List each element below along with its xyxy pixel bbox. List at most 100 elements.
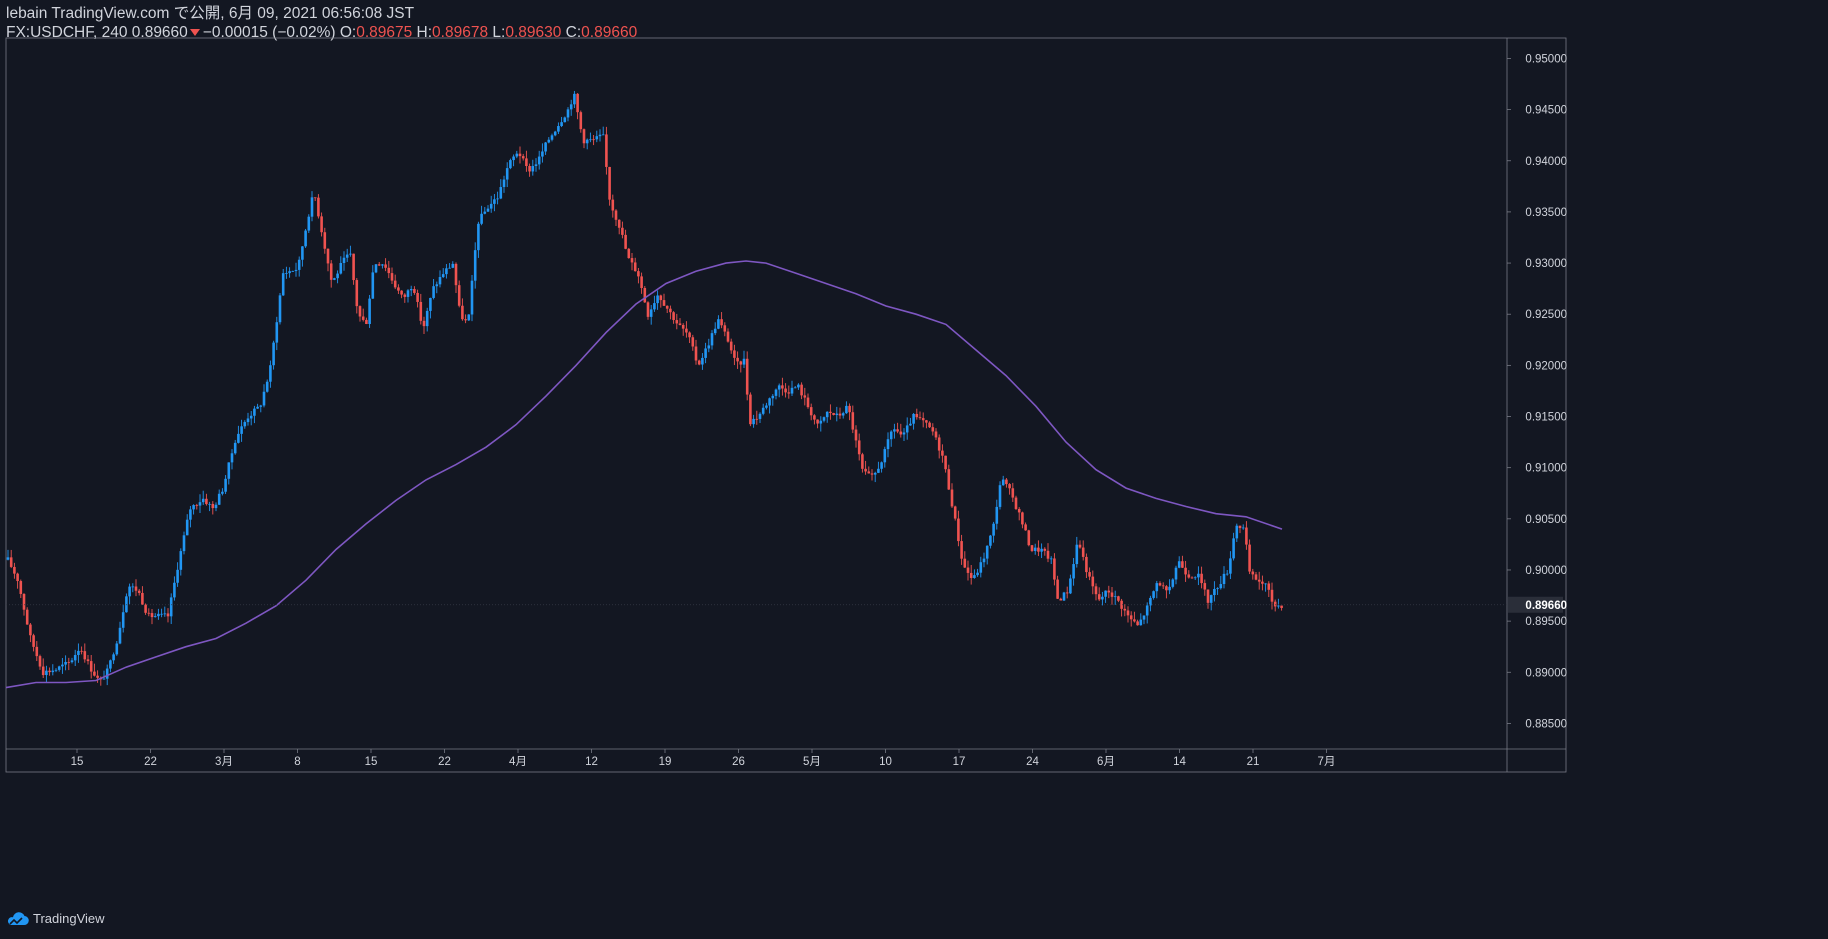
candle-body (1213, 588, 1216, 596)
candle-body (41, 666, 45, 676)
candle-body (147, 612, 151, 614)
candle-body (464, 319, 467, 321)
candle-body (781, 385, 784, 389)
x-tick-label: 15 (365, 756, 378, 768)
candle-body (297, 259, 301, 270)
x-tick-label: 7月 (1318, 756, 1336, 768)
candle-body (233, 442, 237, 454)
candle-body (1145, 605, 1149, 616)
candle-body (105, 668, 109, 679)
candle-body (797, 384, 800, 388)
candle-body (429, 297, 432, 311)
chart-border (5, 37, 1567, 773)
candle-body (1065, 592, 1069, 594)
candle-body (208, 503, 211, 505)
candle-body (355, 280, 359, 307)
candle-body (768, 398, 771, 406)
candle-body (1280, 605, 1283, 608)
candle-body (621, 227, 624, 235)
candle-body (93, 671, 96, 676)
candle-body (22, 593, 26, 610)
candle-body (1270, 589, 1274, 602)
candle-body (1107, 590, 1111, 593)
candle-body (205, 498, 208, 505)
candle-body (1053, 558, 1056, 580)
x-tick-label: 6月 (1097, 756, 1115, 768)
candle-body (851, 412, 855, 430)
candle-body (185, 519, 189, 536)
candle-body (550, 135, 554, 140)
candle-body (358, 306, 362, 317)
candle-body (19, 581, 23, 594)
candle-body (873, 472, 877, 475)
tradingview-logo[interactable]: TradingView (5, 911, 105, 926)
candle-body (777, 385, 781, 390)
candle-body (1149, 597, 1152, 606)
price-change: −0.00015 (−0.02%) (202, 24, 336, 41)
candle-body (921, 418, 925, 421)
candle-body (131, 586, 135, 588)
candle-body (640, 276, 643, 289)
candle-body (585, 139, 589, 144)
candle-body (230, 453, 234, 463)
candle-body (195, 505, 199, 506)
candle-body (422, 320, 426, 327)
candle-body (352, 253, 355, 281)
candle-body (256, 406, 259, 409)
x-tick-label: 3月 (215, 756, 233, 768)
candle-body (13, 566, 16, 574)
candle-body (425, 310, 429, 327)
candle-body (1229, 558, 1232, 574)
candle-body (617, 219, 621, 228)
candle-body (944, 455, 947, 470)
candle-body (246, 418, 250, 423)
candle-body (720, 319, 723, 326)
candle-body (816, 419, 819, 424)
candle-body (393, 280, 397, 288)
candle-body (701, 357, 704, 365)
candle-body (109, 660, 112, 669)
candle-body (6, 557, 10, 560)
candle-body (201, 498, 205, 503)
candle-body (285, 273, 288, 274)
candle-body (1241, 527, 1245, 529)
candle-body (681, 324, 685, 329)
price-axis[interactable]: 0.95000 0.94500 0.94000 0.93500 0.93000 0.925… (6, 53, 1567, 730)
candle-body (624, 234, 627, 249)
candle-body (960, 541, 963, 559)
symbol-label[interactable]: FX:USDCHF, 240 (6, 24, 128, 41)
candle-body (963, 558, 967, 568)
open-value: 0.89675 (356, 24, 413, 41)
candle-body (1174, 567, 1178, 580)
candle-body (1056, 579, 1059, 599)
candle-body (534, 164, 538, 167)
candle-body (1219, 584, 1223, 589)
candle-body (403, 294, 407, 297)
candle-body (739, 361, 743, 365)
candle-body (544, 142, 547, 152)
candle-body (697, 360, 701, 365)
candle-body (1129, 615, 1133, 620)
candle-body (182, 535, 186, 552)
candle-body (275, 322, 279, 343)
candle-body (176, 569, 179, 583)
x-tick-label: 10 (879, 756, 892, 768)
candle-body (886, 439, 890, 450)
high-value: 0.89678 (432, 24, 489, 41)
candle-body (1011, 488, 1015, 498)
candle-body (531, 166, 535, 172)
candle-body (541, 151, 544, 157)
candle-body (857, 440, 861, 455)
time-axis[interactable]: 15 22 3月 8 15 22 4月 12 19 26 5月 10 17 24 6月 14 21 7月 (71, 749, 1336, 768)
tradingview-cloud-icon (7, 911, 29, 925)
candle-body (912, 413, 915, 424)
candle-body (1043, 548, 1047, 551)
candle-body (1248, 544, 1251, 572)
candle-body (102, 678, 106, 680)
candle-body (1046, 550, 1050, 559)
candle-body (525, 158, 528, 167)
candle-body (883, 449, 887, 463)
candle-body (89, 661, 93, 672)
candle-body (301, 246, 304, 260)
